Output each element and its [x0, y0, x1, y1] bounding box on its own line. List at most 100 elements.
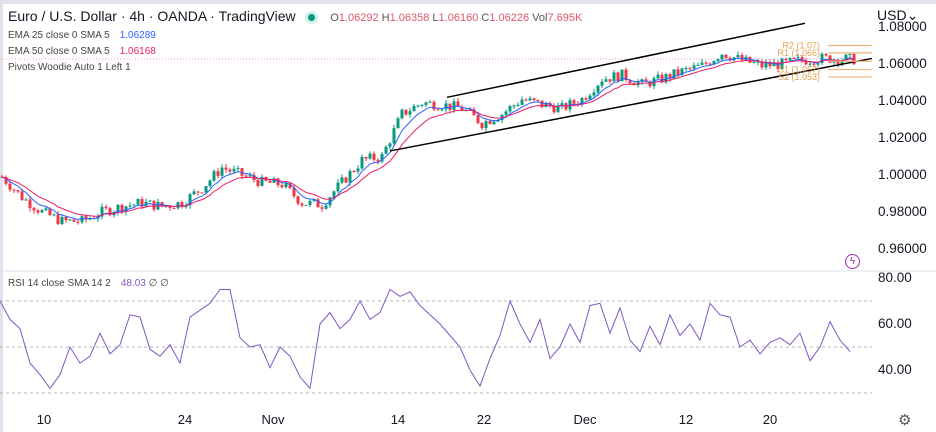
candle-body	[148, 200, 152, 202]
candle-body	[756, 61, 760, 63]
candle-body	[124, 206, 128, 212]
candle-body	[256, 180, 260, 186]
candle-body	[604, 79, 608, 82]
candle-body	[328, 197, 332, 206]
open-label: O	[330, 12, 339, 24]
candle-body	[556, 105, 560, 113]
candle-body	[308, 200, 312, 206]
price-tick: 1.06000	[878, 56, 927, 71]
candle-body	[668, 74, 672, 79]
candle-body	[188, 194, 192, 206]
candle-body	[336, 182, 340, 192]
candle-body	[532, 98, 536, 100]
pivot-label: R2 (1.07)	[782, 41, 820, 51]
candle-body	[816, 63, 820, 65]
candle-body	[716, 59, 720, 61]
candle-body	[396, 118, 400, 129]
ema25-legend[interactable]: EMA 25 close 0 SMA 5 1.06289	[8, 30, 156, 41]
ema50-legend[interactable]: EMA 50 close 0 SMA 5 1.06168	[8, 46, 156, 57]
candle-body	[72, 219, 76, 222]
candle-body	[740, 55, 744, 61]
candle-body	[684, 68, 688, 70]
candle-body	[608, 79, 612, 82]
candle-body	[172, 207, 176, 209]
candle-body	[808, 63, 812, 65]
high-value: 1.06358	[389, 12, 430, 24]
pivots-label: Pivots Woodie Auto 1 Left 1	[8, 62, 131, 73]
trendlines	[389, 22, 873, 152]
candle-body	[700, 62, 704, 65]
candle-body	[304, 205, 308, 207]
candle-body	[320, 207, 324, 209]
candle-body	[424, 102, 428, 105]
candle-body	[200, 192, 204, 194]
candle-body	[240, 168, 244, 176]
gear-icon[interactable]: ⚙	[898, 412, 912, 429]
channel-trendline	[446, 22, 806, 99]
candle-body	[760, 61, 764, 68]
candle-body	[348, 171, 352, 183]
candle-body	[620, 69, 624, 82]
time-tick: 22	[476, 412, 492, 427]
candle-body	[180, 202, 184, 208]
rsi-value: 48.03	[120, 278, 146, 289]
candle-body	[416, 105, 420, 107]
candle-body	[472, 109, 476, 116]
candle-body	[584, 98, 588, 100]
left-border	[0, 0, 3, 432]
candle-body	[312, 199, 316, 201]
lightning-icon[interactable]: ϟ	[845, 254, 860, 269]
close-value: 1.06226	[489, 12, 530, 24]
ema50-label: EMA 50 close 0 SMA 5	[8, 46, 110, 57]
rsi-pane	[0, 288, 872, 394]
candle-body	[288, 183, 292, 188]
candle-body	[36, 210, 40, 213]
candle-body	[612, 72, 616, 82]
rsi-extra: ∅ ∅	[148, 278, 169, 289]
price-tick: 1.00000	[878, 167, 927, 182]
candle-body	[408, 111, 412, 115]
candle-body	[572, 100, 576, 104]
rsi-label: RSI 14 close SMA 14 2	[8, 278, 111, 289]
rsi-tick: 80.00	[878, 270, 912, 285]
candle-body	[776, 62, 780, 69]
candle-body	[100, 206, 104, 217]
rsi-legend[interactable]: RSI 14 close SMA 14 2 48.03 ∅ ∅	[8, 278, 169, 289]
candle-body	[720, 54, 724, 60]
candle-body	[528, 98, 532, 101]
candle-body	[80, 216, 84, 223]
candle-body	[692, 65, 696, 69]
candle-body	[600, 81, 604, 86]
candle-body	[560, 103, 564, 106]
candle-body	[64, 216, 68, 221]
candle-body	[752, 62, 756, 64]
candle-body	[376, 159, 380, 162]
candle-body	[536, 99, 540, 101]
candle-body	[448, 103, 452, 110]
candle-body	[788, 57, 792, 61]
candle-body	[712, 60, 716, 65]
candle-body	[552, 106, 556, 113]
symbol-title[interactable]: Euro / U.S. Dollar · 4h · OANDA · Tradin…	[8, 8, 296, 24]
candle-body	[136, 199, 140, 205]
candle-body	[32, 208, 36, 211]
candle-body	[196, 191, 200, 193]
high-label: H	[381, 12, 390, 24]
pivots-legend[interactable]: Pivots Woodie Auto 1 Left 1	[8, 62, 131, 73]
candle-body	[212, 171, 216, 181]
candle-body	[820, 53, 824, 64]
candle-body	[52, 214, 56, 216]
candle-body	[676, 69, 680, 75]
candle-body	[116, 204, 120, 212]
volume-value: 7.695K	[547, 12, 583, 24]
currency-selector[interactable]: USD⌄	[877, 7, 919, 23]
candle-body	[520, 99, 524, 105]
candle-body	[292, 187, 296, 197]
candle-body	[772, 62, 776, 67]
candle-body	[392, 128, 396, 144]
candle-body	[316, 199, 320, 208]
candle-body	[12, 189, 16, 191]
time-tick: 14	[390, 412, 406, 427]
price-tick: 0.98000	[878, 204, 927, 219]
